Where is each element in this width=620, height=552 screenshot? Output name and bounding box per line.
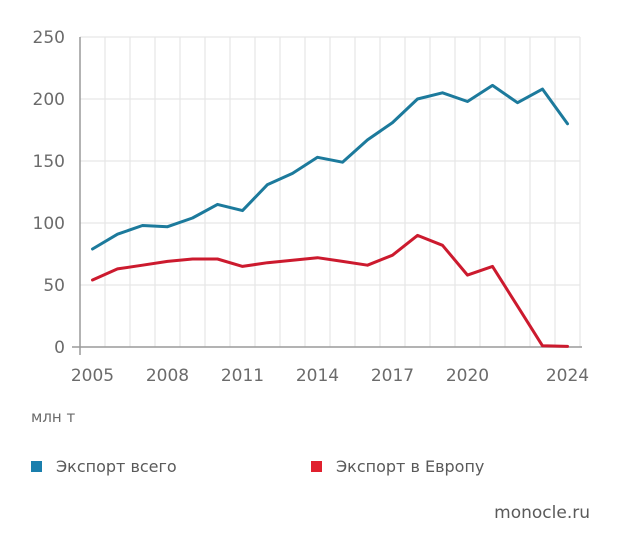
y-tick-label: 200 <box>33 90 65 110</box>
series-line-total-export <box>91 83 569 251</box>
x-tick-label: 2011 <box>221 366 264 386</box>
legend-label: Экспорт в Европу <box>336 457 485 476</box>
y-tick-labels: 0 50 100 150 200 250 <box>33 28 65 358</box>
grid <box>80 36 581 347</box>
x-tick-labels: 2005 2008 2011 2014 2017 2020 2024 <box>71 366 589 386</box>
x-tick-label: 2017 <box>371 366 414 386</box>
legend-swatch-red <box>311 461 322 472</box>
unit-label: млн т <box>31 408 76 426</box>
source-credit: monocle.ru <box>494 503 590 523</box>
series-lines <box>91 83 569 348</box>
y-tick-label: 0 <box>54 338 65 358</box>
y-tick-label: 50 <box>43 276 65 296</box>
line-chart: 0 50 100 150 200 250 2005 2008 2011 2014 2017 2020… <box>33 28 590 386</box>
y-tick-label: 250 <box>33 28 65 48</box>
x-tick-label: 2008 <box>146 366 189 386</box>
legend-item-europe-export: Экспорт в Европу <box>311 457 484 476</box>
x-tick-label: 2005 <box>71 366 114 386</box>
legend-label: Экспорт всего <box>56 457 177 476</box>
x-tick-label: 2024 <box>546 366 589 386</box>
series-line-europe-export <box>91 233 569 348</box>
x-tick-label: 2020 <box>446 366 489 386</box>
legend-item-total-export: Экспорт всего <box>31 457 177 476</box>
y-tick-label: 100 <box>33 214 65 234</box>
x-tick-label: 2014 <box>296 366 339 386</box>
y-tick-label: 150 <box>33 152 65 172</box>
legend-swatch-blue <box>31 461 42 472</box>
axes <box>72 37 582 355</box>
